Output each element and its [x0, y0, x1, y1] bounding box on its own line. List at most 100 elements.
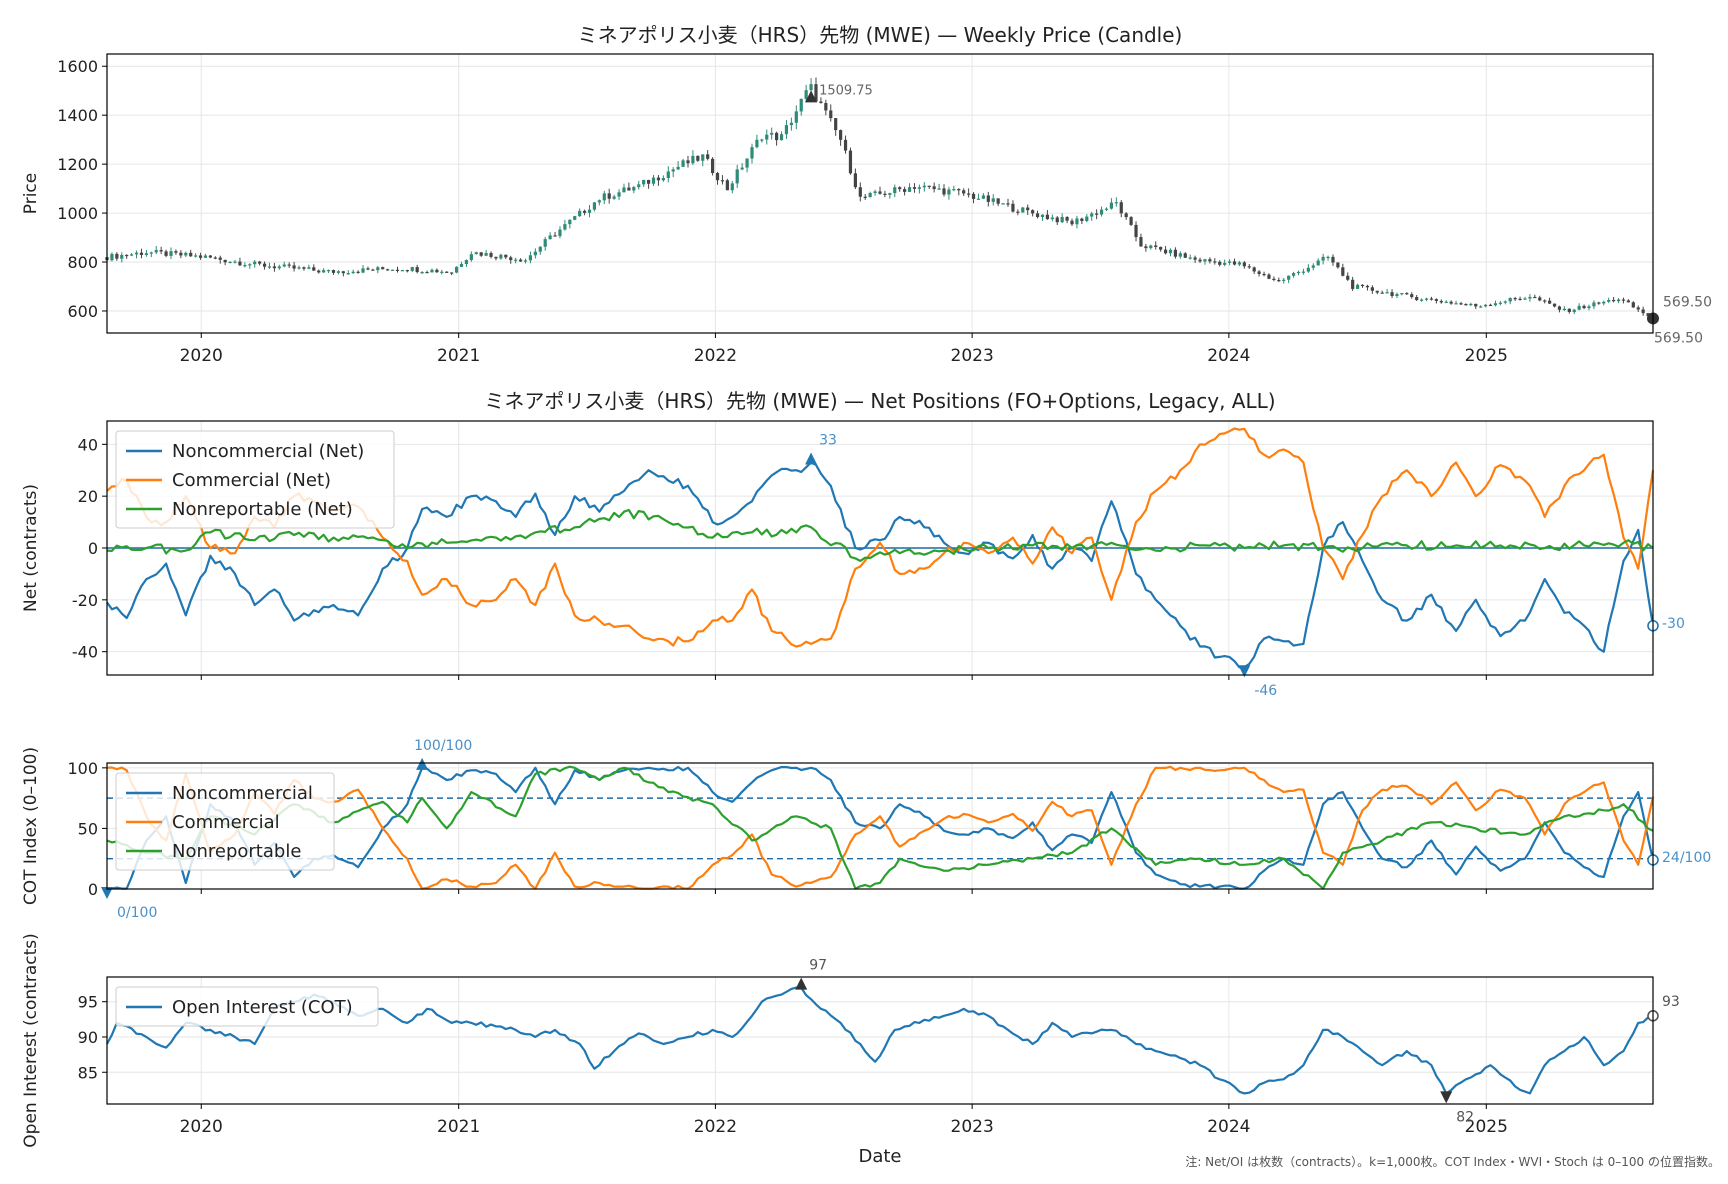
plot-frame — [106, 762, 1654, 890]
candle-body — [1400, 293, 1404, 295]
candle-body — [587, 209, 592, 213]
series-line-nonreportable — [106, 765, 1654, 890]
candle-body — [1612, 299, 1616, 302]
candle-body — [784, 125, 789, 135]
candle-body — [582, 210, 587, 213]
candle-body — [198, 255, 203, 258]
candle-body — [612, 196, 616, 199]
candle-body — [775, 132, 779, 141]
candle-body — [435, 269, 439, 273]
candle-body — [735, 169, 739, 184]
candle-body — [1434, 299, 1438, 301]
candle-body — [597, 200, 601, 203]
candle-body — [691, 155, 695, 164]
candle-body — [1602, 301, 1606, 304]
candle-body — [1026, 207, 1030, 211]
candle-body — [523, 260, 528, 262]
candle-body — [154, 250, 158, 253]
candle-body — [1351, 279, 1355, 289]
candle-body — [622, 187, 626, 193]
candle-body — [912, 187, 917, 189]
candle-body — [1587, 306, 1591, 309]
y-tick-label: 1200 — [57, 155, 98, 174]
legend: Open Interest (COT) — [115, 986, 379, 1027]
x-tick-label: 2022 — [694, 1117, 737, 1137]
candle-body — [115, 253, 119, 259]
candle-body — [1163, 249, 1168, 254]
legend-entry: Commercial — [172, 812, 280, 833]
candle-body — [1346, 275, 1350, 280]
candle-body — [1449, 301, 1453, 304]
candle-body — [361, 268, 365, 273]
candle-body — [981, 195, 985, 199]
candle-body — [169, 251, 173, 256]
candle-body — [1355, 284, 1360, 289]
candle-body — [1124, 213, 1128, 218]
candle-body — [1065, 216, 1069, 221]
candle-body — [799, 98, 803, 112]
candle-body — [730, 183, 734, 191]
candle-body — [282, 264, 286, 267]
candle-body — [1498, 302, 1502, 304]
candle-body — [1075, 218, 1079, 225]
y-tick-label: 95 — [78, 993, 98, 1012]
candle-body — [262, 263, 267, 267]
y-tick-label: 40 — [78, 435, 98, 454]
y-tick-label: 600 — [67, 302, 98, 321]
y-tick-label: 1600 — [57, 57, 98, 76]
min-label: -46 — [1254, 683, 1277, 699]
max-marker — [795, 977, 808, 990]
candle-body — [976, 198, 981, 200]
panel-2: -40 -20 0 20 40 ミネアポリス小麦（HRS）先物 (MWE) — Net P… — [21, 389, 1685, 699]
candle-body — [390, 269, 395, 271]
candle-body — [1183, 253, 1187, 258]
candle-body — [445, 271, 449, 273]
panel-title: ミネアポリス小麦（HRS）先物 (MWE) — Net Positions (F… — [484, 389, 1275, 413]
candle-body — [651, 177, 656, 184]
candle-body — [1533, 296, 1537, 299]
candle-body — [686, 160, 690, 164]
candle-body — [873, 191, 877, 194]
x-tick-label: 2022 — [694, 346, 737, 366]
candle-body — [991, 198, 995, 202]
candle-body — [1227, 261, 1232, 263]
candle-body — [1223, 262, 1227, 265]
candle-body — [1144, 246, 1148, 249]
candle-body — [1548, 300, 1552, 304]
y-tick-label: 85 — [78, 1063, 98, 1082]
y-tick-label: 1400 — [57, 106, 98, 125]
y-axis-label: COT Index (0–100) — [21, 747, 41, 905]
candle-body — [1050, 217, 1054, 220]
legend-entry: Noncommercial — [172, 783, 313, 804]
candle-body — [1129, 217, 1133, 225]
candle-body — [1479, 306, 1483, 308]
legend-entry: Nonreportable (Net) — [172, 499, 353, 520]
candle-body — [228, 261, 232, 264]
x-tick-label: 2021 — [437, 346, 480, 366]
candle-body — [632, 187, 636, 191]
candle-body — [159, 250, 163, 252]
candle-body — [715, 173, 720, 181]
candle-body — [1247, 266, 1251, 268]
candle-body — [1582, 305, 1586, 309]
candle-body — [627, 187, 631, 191]
candle-body — [139, 252, 144, 255]
candle-body — [573, 216, 577, 220]
candle-body — [174, 251, 178, 253]
candle-body — [248, 264, 252, 266]
candle-body — [410, 267, 414, 271]
candle-body — [420, 272, 424, 274]
candle-body — [1454, 303, 1458, 305]
candle-body — [1538, 297, 1542, 301]
candle-body — [1139, 237, 1143, 247]
x-tick-label: 2020 — [180, 1117, 223, 1137]
candle-body — [745, 158, 749, 168]
candle-body — [1405, 293, 1409, 295]
candle-body — [996, 198, 1000, 204]
candle-body — [272, 266, 277, 269]
candle-body — [317, 270, 321, 273]
y-axis-label: Price — [21, 173, 41, 214]
plot-frame — [106, 976, 1654, 1105]
candle-body — [459, 263, 464, 267]
candle-body — [395, 269, 400, 271]
